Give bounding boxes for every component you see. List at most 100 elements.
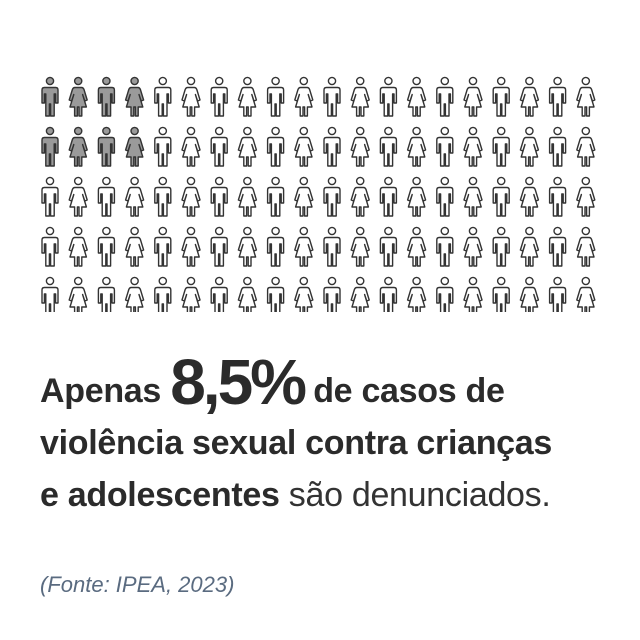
figure-body <box>548 136 567 167</box>
figure-head <box>299 226 309 236</box>
figure-body <box>548 286 567 312</box>
figure-body <box>406 236 427 267</box>
figure-body <box>237 286 258 312</box>
figure-head <box>384 126 393 136</box>
figure-body <box>350 136 370 167</box>
male-figure-icon <box>41 276 59 312</box>
figure-body <box>294 286 314 312</box>
figure-body <box>68 286 88 312</box>
male-figure-icon <box>266 176 285 217</box>
figure-body <box>97 186 116 217</box>
figure-body <box>266 236 285 267</box>
figure-body <box>181 86 201 117</box>
figure-body <box>68 136 88 167</box>
figure-body <box>436 186 454 217</box>
figure-body <box>210 186 228 217</box>
female-figure-icon <box>350 76 370 117</box>
male-figure-icon <box>548 226 567 267</box>
figure-body <box>154 86 172 117</box>
figure-body <box>406 286 427 312</box>
female-figure-icon <box>237 276 258 312</box>
male-figure-icon <box>154 126 172 167</box>
figure-head <box>412 176 421 186</box>
male-figure-icon <box>436 76 454 117</box>
figure-body <box>576 286 596 312</box>
figure-head <box>496 76 506 86</box>
figure-body <box>492 186 510 217</box>
figure-head <box>581 76 591 86</box>
female-figure-icon <box>68 76 88 117</box>
figure-body <box>548 86 567 117</box>
figure-body <box>124 286 145 312</box>
figure-body <box>266 136 285 167</box>
male-figure-icon <box>492 76 510 117</box>
figure-body <box>492 286 510 312</box>
figure-head <box>243 76 252 86</box>
figure-body <box>154 186 172 217</box>
figure-head <box>327 126 337 136</box>
figure-body <box>350 86 370 117</box>
female-figure-icon <box>463 276 483 312</box>
male-figure-icon <box>210 226 228 267</box>
figure-head <box>496 126 506 136</box>
female-figure-icon <box>124 226 145 267</box>
figure-head <box>581 226 591 236</box>
headline-line1-rest: de casos de <box>313 372 505 410</box>
figure-body <box>463 186 483 217</box>
male-figure-icon <box>548 126 567 167</box>
figure-head <box>412 126 421 136</box>
female-figure-icon <box>406 226 427 267</box>
figure-head <box>271 176 280 186</box>
male-figure-icon <box>323 226 341 267</box>
figure-head <box>130 226 139 236</box>
figure-head <box>525 176 534 186</box>
figure-head <box>525 76 534 86</box>
figure-body <box>210 286 228 312</box>
female-figure-icon <box>68 226 88 267</box>
figure-body <box>323 186 341 217</box>
male-figure-icon <box>379 226 398 267</box>
headline-line2: violência sexual contra crianças <box>40 424 553 462</box>
female-figure-icon <box>124 126 145 167</box>
figure-head <box>186 76 196 86</box>
male-figure-icon <box>154 76 172 117</box>
figure-head <box>412 76 421 86</box>
source-citation: (Fonte: IPEA, 2023) <box>40 572 235 597</box>
female-figure-icon <box>406 126 427 167</box>
figure-head <box>243 176 252 186</box>
figure-head <box>299 276 309 286</box>
figure-body <box>492 86 510 117</box>
figure-head <box>581 276 591 286</box>
figure-body <box>519 236 540 267</box>
figure-body <box>237 86 258 117</box>
figure-head <box>355 276 365 286</box>
figure-head <box>45 276 55 286</box>
figure-body <box>154 136 172 167</box>
figure-head <box>412 276 421 286</box>
figure-body <box>124 136 145 167</box>
female-figure-icon <box>68 176 88 217</box>
female-figure-icon <box>237 176 258 217</box>
figure-body <box>323 286 341 312</box>
male-figure-icon <box>379 126 398 167</box>
headline-line3-bold: e adolescentes <box>40 476 280 514</box>
figure-body <box>97 136 116 167</box>
figure-body <box>350 286 370 312</box>
figure-body <box>266 86 285 117</box>
female-figure-icon <box>124 176 145 217</box>
female-figure-icon <box>237 126 258 167</box>
figure-body <box>68 236 88 267</box>
male-figure-icon <box>154 176 172 217</box>
headline-prefix: Apenas <box>40 372 162 410</box>
male-figure-icon <box>323 276 341 312</box>
headline-percent: 8,5% <box>170 346 307 418</box>
figure-body <box>323 136 341 167</box>
male-figure-icon <box>97 276 116 312</box>
figure-head <box>214 76 224 86</box>
female-figure-icon <box>519 176 540 217</box>
figure-body <box>210 236 228 267</box>
figure-head <box>553 76 562 86</box>
female-figure-icon <box>237 76 258 117</box>
figure-body <box>154 286 172 312</box>
figure-head <box>525 226 534 236</box>
